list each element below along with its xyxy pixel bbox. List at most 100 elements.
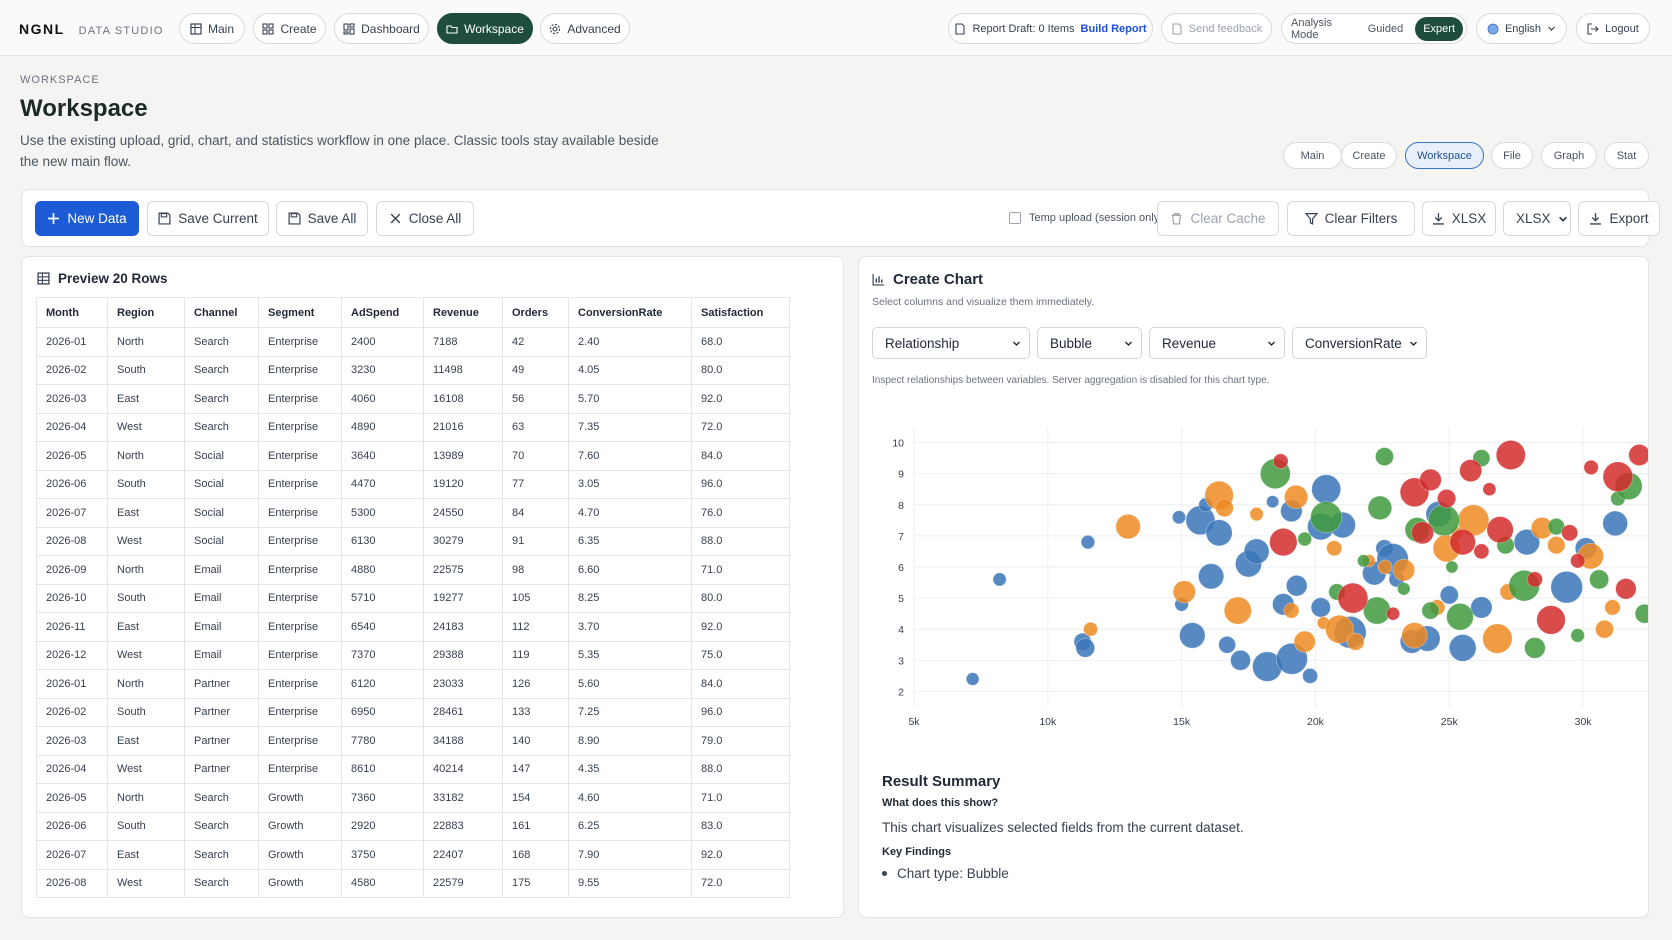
table-row[interactable]: 2026-04 West Partner Enterprise 8610 40214 147…	[36, 754, 790, 784]
bubble-point[interactable]	[1083, 621, 1099, 637]
brand[interactable]: NGNL DATA STUDIO	[19, 21, 164, 37]
bubble-point[interactable]	[992, 572, 1007, 587]
subtab-file[interactable]: File	[1491, 142, 1533, 169]
bubble-point[interactable]	[1486, 516, 1514, 544]
mode-guided[interactable]: Guided	[1367, 22, 1404, 35]
bubble-point[interactable]	[1266, 495, 1280, 509]
bubble-point[interactable]	[1513, 528, 1541, 556]
chart-type-select[interactable]: Bubble	[1037, 327, 1142, 359]
bubble-point[interactable]	[1283, 602, 1300, 619]
bubble-point[interactable]	[1570, 628, 1585, 643]
bubble-point[interactable]	[1115, 513, 1141, 540]
y-column-select[interactable]: ConversionRate	[1292, 327, 1427, 359]
bubble-point[interactable]	[1326, 540, 1343, 557]
table-row[interactable]: 2026-02 South Partner Enterprise 6950 28461 13…	[36, 697, 790, 727]
table-row[interactable]: 2026-05 North Search Growth 7360 33182 154 4.60…	[36, 783, 790, 813]
mode-expert[interactable]: Expert	[1415, 16, 1463, 41]
bubble-point[interactable]	[1171, 510, 1186, 525]
table-row[interactable]: 2026-07 East Search Growth 3750 22407 168 7.90 9…	[36, 840, 790, 870]
bubble-point[interactable]	[1602, 461, 1634, 493]
language-select[interactable]: English	[1476, 13, 1567, 44]
table-row[interactable]: 2026-09 North Email Enterprise 4880 22575 98 6.…	[36, 555, 790, 585]
bubble-point[interactable]	[1602, 510, 1628, 537]
table-row[interactable]: 2026-07 East Social Enterprise 5300 24550 84 4.…	[36, 498, 790, 528]
table-row[interactable]: 2026-01 North Partner Enterprise 6120 23033 12…	[36, 669, 790, 699]
bubble-point[interactable]	[1302, 667, 1319, 684]
bubble-point[interactable]	[1595, 619, 1614, 639]
bubble-point[interactable]	[1615, 578, 1637, 600]
bubble-point[interactable]	[1297, 531, 1313, 547]
bubble-point[interactable]	[1337, 582, 1369, 614]
table-row[interactable]: 2026-08 West Social Enterprise 6130 30279 91 6.…	[36, 526, 790, 556]
table-row[interactable]: 2026-06 South Social Enterprise 4470 19120 77 3…	[36, 469, 790, 499]
bubble-point[interactable]	[965, 672, 980, 686]
bubble-point[interactable]	[1470, 596, 1493, 619]
bubble-point[interactable]	[1449, 528, 1476, 556]
bubble-point[interactable]	[1459, 459, 1483, 483]
bubble-point[interactable]	[1269, 527, 1298, 557]
bubble-point[interactable]	[1310, 501, 1343, 534]
column-header[interactable]: Segment	[258, 297, 342, 328]
column-header[interactable]: ConversionRate	[568, 297, 692, 328]
bubble-point[interactable]	[1205, 519, 1233, 547]
bubble-point[interactable]	[1482, 482, 1497, 497]
send-feedback-button[interactable]: Send feedback	[1161, 13, 1272, 44]
bubble-point[interactable]	[1218, 635, 1237, 654]
bubble-point[interactable]	[1223, 596, 1252, 625]
table-row[interactable]: 2026-08 West Search Growth 4580 22579 175 9.55 7…	[36, 868, 790, 898]
bubble-point[interactable]	[1230, 649, 1251, 671]
bubble-point[interactable]	[1448, 634, 1477, 662]
build-report-link[interactable]: Build Report	[1080, 22, 1147, 35]
column-header[interactable]: Region	[107, 297, 185, 328]
bubble-point[interactable]	[1583, 459, 1599, 476]
table-row[interactable]: 2026-12 West Email Enterprise 7370 29388 119 5.…	[36, 640, 790, 670]
bubble-point[interactable]	[1375, 447, 1394, 467]
export-format-select[interactable]: XLSX	[1503, 201, 1571, 236]
table-row[interactable]: 2026-05 North Social Enterprise 3640 13989 70 7…	[36, 441, 790, 471]
bubble-point[interactable]	[1311, 474, 1342, 505]
bubble-point[interactable]	[1197, 563, 1225, 590]
new-data-button[interactable]: New Data	[35, 201, 139, 236]
bubble-point[interactable]	[1243, 538, 1270, 565]
bubble-point[interactable]	[1367, 495, 1393, 521]
bubble-point[interactable]	[1285, 574, 1308, 597]
table-row[interactable]: 2026-03 East Search Enterprise 4060 16108 56 5.…	[36, 384, 790, 414]
bubble-point[interactable]	[1249, 507, 1264, 522]
bubble-point[interactable]	[1272, 453, 1289, 469]
bubble-point[interactable]	[1526, 571, 1543, 588]
bubble-point[interactable]	[1628, 444, 1649, 466]
bubble-point[interactable]	[1215, 498, 1234, 518]
subtab-stat[interactable]: Stat	[1604, 142, 1649, 169]
bubble-point[interactable]	[1436, 489, 1457, 509]
bubble-point[interactable]	[1419, 468, 1442, 492]
nav-create[interactable]: Create	[253, 13, 326, 44]
bubble-point[interactable]	[1172, 580, 1196, 604]
table-row[interactable]: 2026-03 East Partner Enterprise 7780 34188 140…	[36, 726, 790, 756]
table-row[interactable]: 2026-02 South Search Enterprise 3230 11498 49 4…	[36, 355, 790, 385]
bubble-point[interactable]	[1524, 637, 1546, 659]
bubble-point[interactable]	[1547, 536, 1566, 555]
bubble-point[interactable]	[1421, 601, 1440, 620]
clear-cache-button[interactable]: Clear Cache	[1157, 201, 1279, 236]
column-header[interactable]: Orders	[502, 297, 569, 328]
bubble-point[interactable]	[1473, 543, 1490, 560]
bubble-point[interactable]	[1439, 585, 1459, 605]
bubble-point[interactable]	[1570, 553, 1586, 569]
subtab-graph[interactable]: Graph	[1541, 142, 1597, 169]
subtab-create[interactable]: Create	[1341, 142, 1397, 169]
bubble-point[interactable]	[1310, 597, 1331, 618]
table-row[interactable]: 2026-04 West Search Enterprise 4890 21016 63 7.…	[36, 412, 790, 442]
bubble-point[interactable]	[1604, 599, 1621, 616]
bubble-point[interactable]	[1446, 603, 1474, 631]
nav-dashboard[interactable]: Dashboard	[334, 13, 429, 44]
bubble-point[interactable]	[1325, 614, 1354, 644]
column-header[interactable]: Month	[36, 297, 108, 328]
nav-main[interactable]: Main	[179, 13, 245, 44]
table-row[interactable]: 2026-10 South Email Enterprise 5710 19277 105 8…	[36, 583, 790, 613]
xlsx-download-button[interactable]: XLSX	[1422, 201, 1496, 236]
column-header[interactable]: Channel	[184, 297, 259, 328]
bubble-point[interactable]	[1392, 558, 1416, 582]
nav-workspace[interactable]: Workspace	[437, 13, 533, 44]
bubble-point[interactable]	[1356, 554, 1371, 568]
bubble-point[interactable]	[1561, 524, 1579, 542]
